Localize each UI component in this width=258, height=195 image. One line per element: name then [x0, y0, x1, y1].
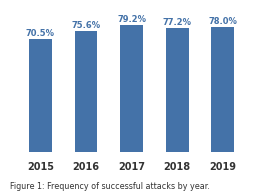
Text: 79.2%: 79.2% — [117, 15, 146, 24]
Bar — [29, 39, 52, 152]
Text: 78.0%: 78.0% — [208, 17, 237, 26]
Bar — [212, 27, 234, 152]
Text: 75.6%: 75.6% — [71, 21, 101, 30]
Bar — [75, 31, 97, 152]
Bar — [166, 28, 189, 152]
Bar — [120, 25, 143, 152]
Text: 70.5%: 70.5% — [26, 29, 55, 38]
Text: 77.2%: 77.2% — [163, 18, 192, 27]
Text: Figure 1: Frequency of successful attacks by year.: Figure 1: Frequency of successful attack… — [10, 182, 210, 191]
